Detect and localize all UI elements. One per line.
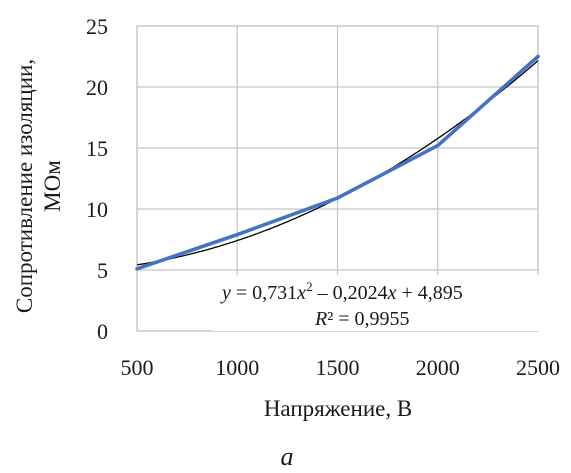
y-tick-labels: 0 5 10 15 20 25: [86, 14, 108, 344]
y-axis-title: Сопротивление изоляции, МОм: [12, 59, 65, 313]
data-point: [235, 233, 239, 237]
x-tick-label-4: 2500: [516, 355, 560, 380]
equation-background: [212, 275, 542, 331]
data-point: [135, 267, 139, 271]
x-tick-label-0: 500: [121, 355, 154, 380]
y-axis-title-line-2: МОм: [40, 160, 65, 212]
y-tick-label-2: 10: [86, 197, 108, 222]
y-tick-label-5: 25: [86, 14, 108, 39]
data-point: [536, 54, 540, 59]
y-tick-label-0: 0: [97, 319, 108, 344]
x-tick-label-3: 2000: [416, 355, 460, 380]
y-tick-label-3: 15: [86, 136, 108, 161]
y-tick-label-4: 20: [86, 75, 108, 100]
figure-caption: а: [281, 442, 294, 471]
y-axis-title-line-1: Сопротивление изоляции,: [12, 59, 37, 313]
x-axis-title: Напряжение, В: [264, 396, 412, 421]
r-squared: R² = 0,9955: [314, 308, 410, 330]
y-tick-label-1: 5: [97, 258, 108, 283]
x-tick-labels: 500 1000 1500 2000 2500: [121, 355, 561, 380]
x-tick-label-2: 1500: [316, 355, 360, 380]
data-point: [335, 196, 340, 200]
data-point: [436, 143, 440, 148]
x-tick-label-1: 1000: [215, 355, 259, 380]
trendline-equation: y = 0,731x2 – 0,2024x + 4,895: [220, 279, 463, 304]
series-group: [135, 54, 540, 271]
